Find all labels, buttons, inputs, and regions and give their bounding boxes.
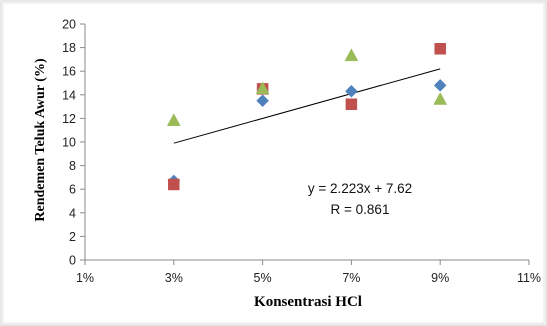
regression-equation: y = 2.223x + 7.62 xyxy=(308,181,412,196)
x-tick-label: 7% xyxy=(342,271,360,285)
diamond-marker xyxy=(345,84,358,98)
y-tick-label: 10 xyxy=(62,136,76,150)
x-axis-ticks: 1% 3% 5% 7% 9% 11% xyxy=(76,260,541,285)
data-points xyxy=(166,43,448,191)
y-tick-label: 0 xyxy=(69,254,76,268)
y-tick-label: 14 xyxy=(62,88,76,102)
diamond-marker xyxy=(256,94,269,108)
y-tick-label: 6 xyxy=(69,183,76,197)
triangle-marker xyxy=(433,91,448,105)
square-marker xyxy=(168,178,180,191)
x-tick-label: 9% xyxy=(431,271,449,285)
x-tick-label: 11% xyxy=(517,271,541,285)
trendline xyxy=(173,68,441,144)
y-axis-title: Rendemen Teluk Awur (%) xyxy=(33,58,48,222)
y-tick-label: 16 xyxy=(62,65,76,79)
y-tick-label: 18 xyxy=(62,41,76,55)
diamond-marker xyxy=(433,79,447,92)
square-marker xyxy=(434,43,446,55)
y-axis-ticks: 0 2 4 6 8 10 12 14 16 18 20 xyxy=(62,18,85,268)
y-tick-label: 20 xyxy=(62,18,76,32)
x-tick-label: 5% xyxy=(254,271,272,285)
triangle-marker xyxy=(344,48,359,62)
x-axis-title: Konsentrasi HCl xyxy=(254,294,362,310)
x-tick-label: 3% xyxy=(165,271,183,285)
triangle-marker xyxy=(166,113,181,127)
correlation-value: R = 0.861 xyxy=(331,202,390,217)
y-tick-label: 4 xyxy=(69,206,76,220)
square-marker xyxy=(345,98,358,110)
triangle-marker xyxy=(255,81,270,95)
x-tick-label: 1% xyxy=(76,271,94,285)
y-tick-label: 2 xyxy=(69,230,76,244)
y-tick-label: 12 xyxy=(62,112,76,126)
y-tick-label: 8 xyxy=(69,159,76,173)
